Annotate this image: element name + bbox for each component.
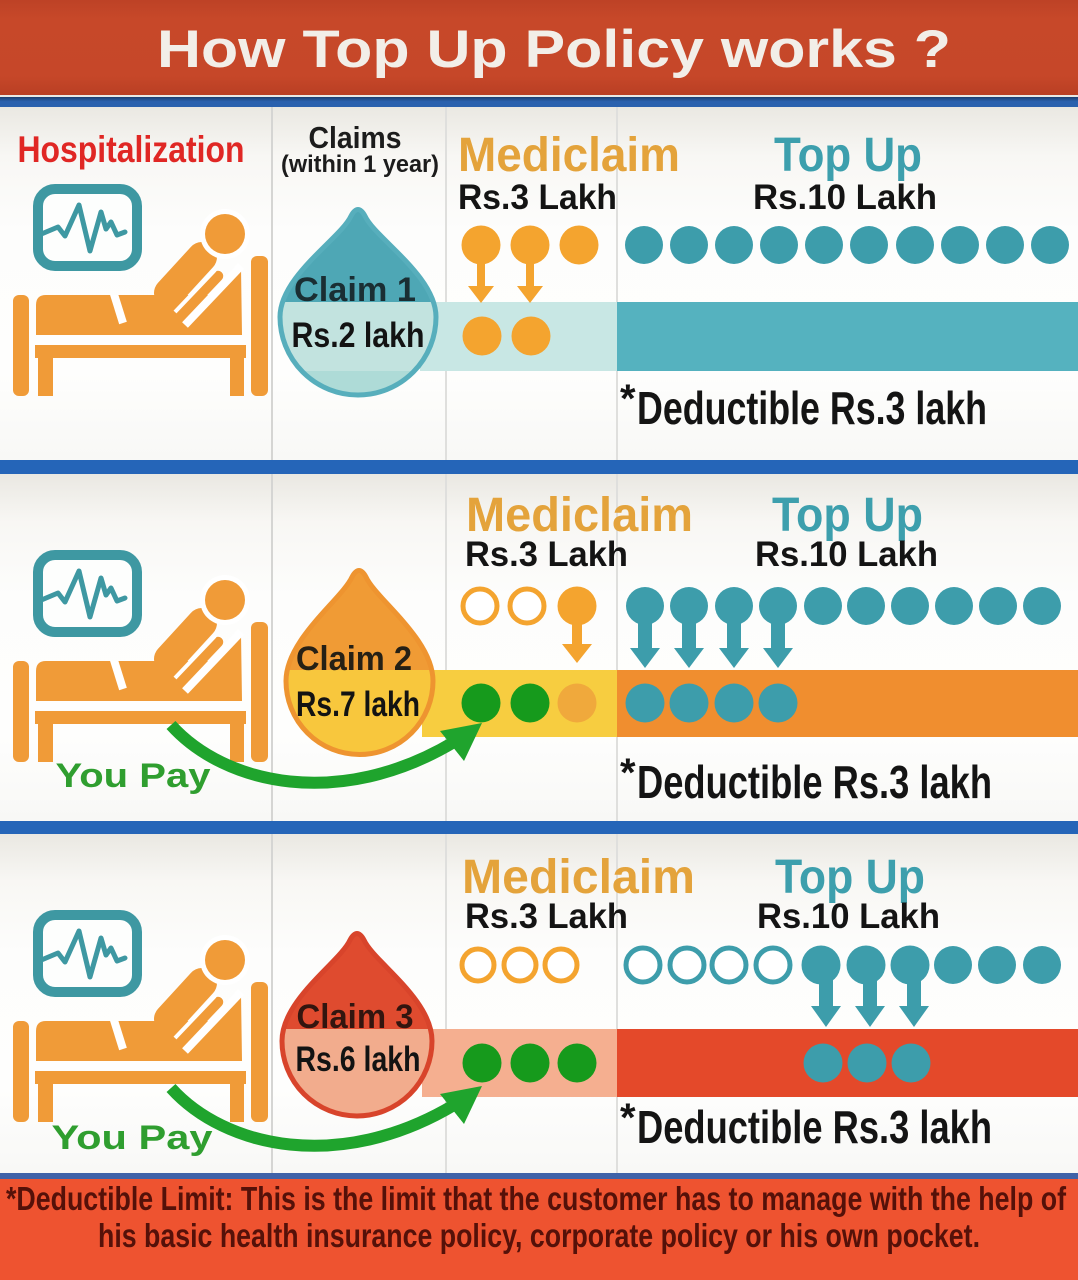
svg-text:Rs.10 Lakh: Rs.10 Lakh [757, 897, 940, 936]
svg-text:You Pay: You Pay [52, 1119, 213, 1157]
svg-text:Top Up: Top Up [772, 489, 923, 542]
svg-text:Deductible Rs.3 lakh: Deductible Rs.3 lakh [637, 756, 992, 808]
svg-text:*: * [620, 751, 636, 795]
svg-text:Rs.10 Lakh: Rs.10 Lakh [755, 535, 938, 574]
svg-text:Deductible Rs.3 lakh: Deductible Rs.3 lakh [637, 1101, 992, 1153]
svg-text:Rs.7 lakh: Rs.7 lakh [296, 685, 420, 724]
svg-text:Mediclaim: Mediclaim [458, 129, 680, 182]
svg-text:Top Up: Top Up [775, 851, 925, 904]
svg-text:(within 1 year): (within 1 year) [281, 151, 439, 178]
svg-text:Rs.3 Lakh: Rs.3 Lakh [465, 897, 628, 936]
svg-text:You Pay: You Pay [56, 757, 211, 795]
svg-text:*: * [620, 1096, 636, 1140]
svg-text:Claim 2: Claim 2 [296, 640, 412, 678]
svg-text:Hospitalization: Hospitalization [18, 129, 245, 170]
svg-text:Claim 1: Claim 1 [294, 271, 416, 309]
svg-text:Mediclaim: Mediclaim [466, 489, 693, 542]
svg-text:Claim 3: Claim 3 [297, 998, 414, 1036]
svg-text:*Deductible Limit: This is the: *Deductible Limit: This is the limit tha… [6, 1180, 1067, 1217]
svg-text:Deductible Rs.3 lakh: Deductible Rs.3 lakh [637, 382, 987, 434]
svg-text:Rs.10 Lakh: Rs.10 Lakh [753, 178, 937, 217]
svg-text:*: * [620, 377, 636, 421]
svg-text:Mediclaim: Mediclaim [462, 851, 695, 904]
svg-text:Top Up: Top Up [774, 129, 922, 182]
svg-text:Rs.2 lakh: Rs.2 lakh [292, 316, 425, 355]
svg-text:Rs.6 lakh: Rs.6 lakh [296, 1040, 421, 1079]
svg-text:his basic health insurance pol: his basic health insurance policy, corpo… [98, 1217, 980, 1254]
svg-text:Rs.3 Lakh: Rs.3 Lakh [458, 178, 617, 217]
svg-text:How Top Up Policy works ?: How Top Up Policy works ? [157, 20, 951, 79]
svg-text:Rs.3 Lakh: Rs.3 Lakh [465, 535, 628, 574]
svg-text:Claims: Claims [309, 120, 402, 155]
